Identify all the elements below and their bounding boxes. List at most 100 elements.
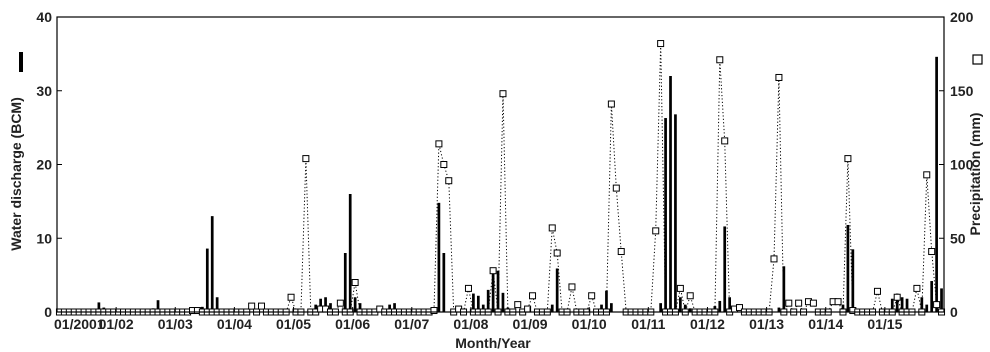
discharge-bar xyxy=(476,295,480,312)
y-left-tick-label: 20 xyxy=(36,157,52,173)
precipitation-line xyxy=(59,43,942,314)
precipitation-marker xyxy=(795,299,803,307)
discharge-bar xyxy=(205,248,209,312)
precipitation-marker xyxy=(302,155,310,163)
discharge-bar xyxy=(600,304,603,312)
discharge-bar xyxy=(664,118,667,312)
discharge-bar xyxy=(393,303,396,312)
precipitation-marker xyxy=(553,249,561,257)
precipitation-marker xyxy=(489,267,497,275)
precipitation-marker xyxy=(612,184,620,192)
x-tick-label: 01/05 xyxy=(276,316,311,332)
discharge-bar xyxy=(930,281,934,312)
y-axis-left-label: Water discharge (BCM) xyxy=(8,97,24,251)
x-tick-label: 01/07 xyxy=(394,316,429,332)
discharge-bar xyxy=(851,249,855,312)
discharge-bar xyxy=(442,253,446,312)
x-tick-label: 01/14 xyxy=(808,316,843,332)
discharge-bar xyxy=(900,297,904,312)
discharge-bar xyxy=(156,300,160,312)
discharge-bar xyxy=(388,304,391,312)
precipitation-marker xyxy=(445,177,453,185)
precipitation-marker xyxy=(893,293,901,301)
precipitation-marker xyxy=(588,292,596,300)
precipitation-marker xyxy=(529,292,537,300)
discharge-bar xyxy=(550,304,554,312)
x-tick-label: 01/02 xyxy=(99,316,134,332)
discharge-bar xyxy=(555,268,559,312)
x-tick-label: 01/03 xyxy=(158,316,193,332)
precipitation-marker xyxy=(834,298,842,306)
precipitation-marker xyxy=(336,299,344,307)
discharge-bar xyxy=(314,304,318,312)
y-axis-right-legend-marker xyxy=(972,54,983,65)
discharge-bar xyxy=(437,202,441,312)
discharge-bar xyxy=(890,298,894,312)
precipitation-marker xyxy=(770,255,778,263)
precipitation-marker xyxy=(809,299,817,307)
precipitation-marker xyxy=(913,284,921,292)
precipitation-marker xyxy=(464,284,472,292)
y-right-tick-label: 150 xyxy=(950,83,974,99)
y-right-tick-label: 50 xyxy=(950,230,966,246)
precipitation-marker xyxy=(923,171,931,179)
discharge-bar xyxy=(486,289,490,312)
discharge-bar xyxy=(319,298,322,312)
discharge-bars xyxy=(97,56,943,313)
y-right-tick-label: 0 xyxy=(950,304,958,320)
precipitation-marker xyxy=(430,307,438,315)
discharge-bar xyxy=(846,224,850,312)
precipitation-marker xyxy=(716,56,724,64)
plot-area-border xyxy=(56,16,945,313)
x-tick-label: 01/2001 xyxy=(54,316,105,332)
x-tick-label: 01/06 xyxy=(335,316,370,332)
precipitation-marker xyxy=(735,304,743,312)
discharge-bar xyxy=(674,114,677,312)
discharge-bar xyxy=(669,76,672,312)
discharge-bar xyxy=(777,307,781,312)
discharge-bar xyxy=(481,304,485,312)
y-right-tick-label: 100 xyxy=(950,157,974,173)
discharge-bar xyxy=(683,304,687,312)
x-tick-label: 01/09 xyxy=(513,316,548,332)
precipitation-marker xyxy=(721,137,729,145)
x-tick-label: 01/12 xyxy=(690,316,725,332)
discharge-bar xyxy=(895,293,899,312)
precipitation-marker xyxy=(928,248,936,256)
discharge-bar xyxy=(718,300,722,312)
discharge-bar xyxy=(472,293,475,312)
discharge-bar xyxy=(940,288,943,312)
discharge-bar xyxy=(353,297,357,312)
precipitation-marker xyxy=(499,90,507,98)
precipitation-marker xyxy=(248,302,256,310)
precipitation-marker xyxy=(440,161,448,168)
discharge-bar xyxy=(659,303,663,312)
discharge-bar xyxy=(728,297,731,312)
precipitation-series xyxy=(55,40,946,316)
y-left-tick-label: 0 xyxy=(44,304,52,320)
precipitation-marker xyxy=(258,302,266,310)
discharge-bar xyxy=(324,297,327,312)
precipitation-marker xyxy=(686,292,694,300)
discharge-bar xyxy=(610,303,613,312)
x-tick-label: 01/15 xyxy=(867,316,902,332)
discharge-bar xyxy=(348,194,352,312)
discharge-bar xyxy=(491,269,495,312)
precipitation-marker xyxy=(785,299,793,307)
x-tick-label: 01/04 xyxy=(217,316,252,332)
x-tick-label: 01/13 xyxy=(749,316,784,332)
discharge-bar xyxy=(679,297,682,312)
discharge-bar xyxy=(210,216,214,312)
precipitation-marker xyxy=(568,283,576,291)
discharge-bar xyxy=(920,297,924,312)
precipitation-marker xyxy=(775,73,783,81)
precipitation-marker xyxy=(652,227,660,235)
discharge-bar xyxy=(782,266,786,312)
y-right-tick-label: 200 xyxy=(950,9,974,25)
precipitation-marker xyxy=(607,100,615,108)
precipitation-marker xyxy=(514,301,522,309)
precipitation-marker xyxy=(676,284,684,292)
discharge-bar xyxy=(905,298,909,312)
